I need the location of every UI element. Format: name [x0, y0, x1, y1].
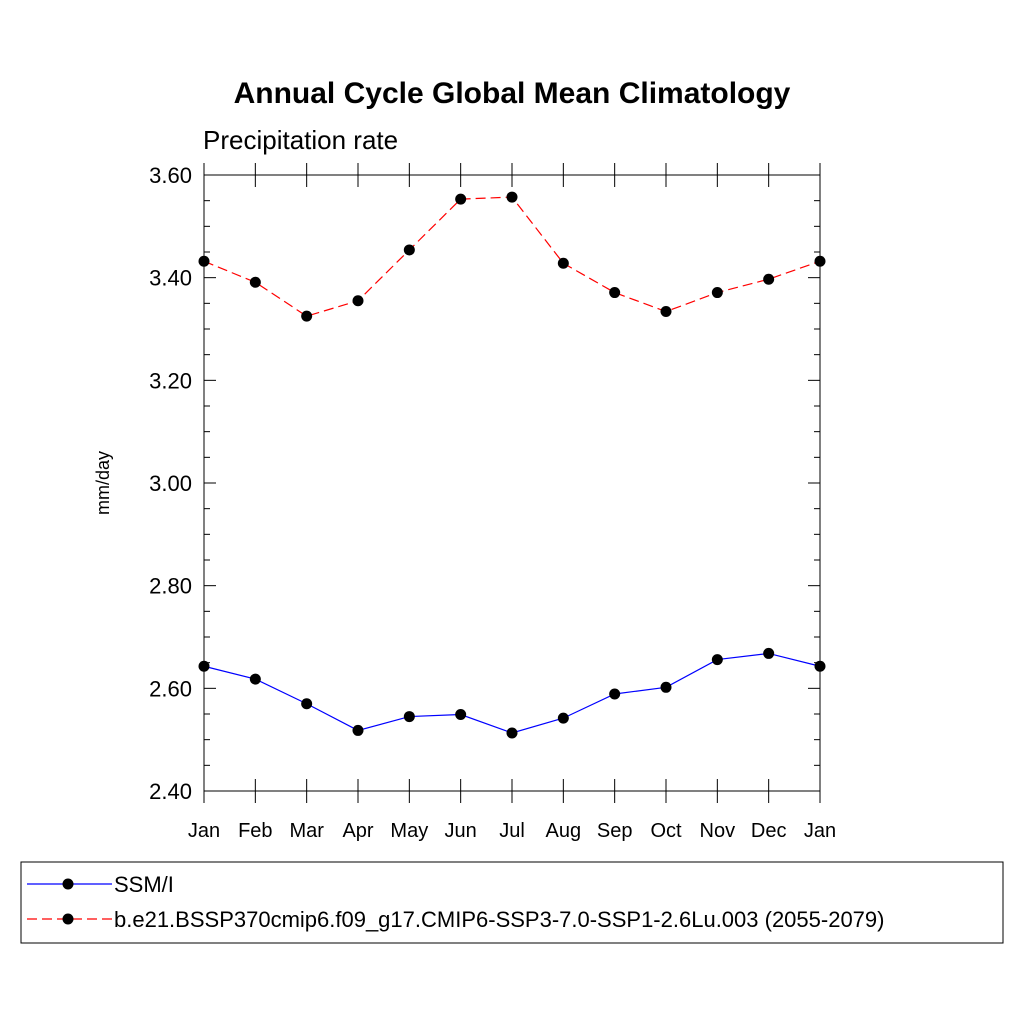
series-2-point: [506, 191, 518, 203]
x-tick-label: Jul: [499, 820, 525, 842]
y-tick-label: 3.40: [149, 266, 192, 291]
x-tick-label: Jan: [188, 820, 220, 842]
x-tick-label: Jan: [804, 820, 836, 842]
series-2-point: [352, 295, 364, 307]
x-tick-label: Apr: [342, 820, 373, 842]
y-axis-label: mm/day: [93, 451, 113, 515]
series-1-point: [301, 698, 313, 710]
chart-subtitle: Precipitation rate: [203, 125, 398, 155]
chart-title: Annual Cycle Global Mean Climatology: [234, 77, 791, 110]
series-2-point: [609, 287, 621, 299]
series-1-point: [763, 647, 775, 659]
y-tick-label: 3.20: [149, 368, 192, 393]
series-2-point: [249, 276, 261, 288]
series-line-1: [203, 652, 821, 734]
series-1-point: [249, 673, 261, 685]
series-2-point: [660, 306, 672, 318]
plot-area: 2.40 2.60 2.80 3.00 3.20 3.40 3.60 Jan Feb Mar Apr…: [149, 163, 836, 842]
series-1-point: [711, 654, 723, 666]
series-1-point: [814, 660, 826, 672]
legend-marker-2: [62, 913, 74, 925]
legend: SSM/I b.e21.BSSP370cmip6.f09_g17.CMIP6-SS…: [20, 861, 1004, 944]
x-tick-label: Aug: [546, 820, 582, 842]
x-tick-label: Nov: [700, 820, 736, 842]
series-1-point: [609, 688, 621, 700]
series-1-point: [506, 727, 518, 739]
series-2-point: [763, 273, 775, 285]
x-tick-label: Feb: [238, 820, 272, 842]
series-1-point: [198, 660, 210, 672]
series-2-point: [301, 310, 313, 322]
y-tick-label: 2.60: [149, 676, 192, 701]
series-2-point: [403, 244, 415, 256]
y-tick-label: 2.40: [149, 779, 192, 804]
legend-marker-1: [62, 878, 74, 890]
series-line-2: [203, 196, 821, 317]
series-2-point: [557, 257, 569, 269]
x-tick-label: Sep: [597, 820, 633, 842]
series-2-point: [455, 193, 467, 205]
y-tick-label: 3.60: [149, 163, 192, 188]
y-tick-label: 3.00: [149, 471, 192, 496]
series-2-point: [711, 287, 723, 299]
series-2-point: [814, 255, 826, 267]
x-tick-label: Mar: [289, 820, 324, 842]
series-1-point: [455, 709, 467, 721]
legend-label-2: b.e21.BSSP370cmip6.f09_g17.CMIP6-SSP3-7.…: [114, 907, 884, 932]
y-tick-label: 2.80: [149, 574, 192, 599]
series-1-point: [557, 712, 569, 724]
legend-box: [20, 861, 1004, 944]
series-1-point: [352, 724, 364, 736]
x-tick-label: Oct: [650, 820, 682, 842]
x-tick-label: May: [390, 820, 428, 842]
x-tick-label: Jun: [445, 820, 477, 842]
series-1-point: [660, 681, 672, 693]
series-2-point: [198, 255, 210, 267]
series-1-point: [403, 711, 415, 723]
legend-label-1: SSM/I: [114, 872, 174, 897]
x-tick-label: Dec: [751, 820, 787, 842]
